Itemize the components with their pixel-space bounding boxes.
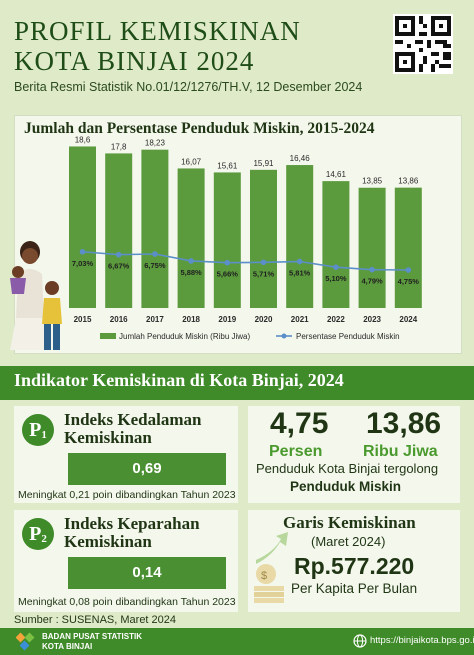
bar-label-2019: 15,61 (217, 161, 238, 170)
tick-label-2018: 2018 (182, 315, 200, 324)
percent-label-2015: 7,03% (72, 259, 94, 268)
website-link[interactable]: https://binjaikota.bps.go.id (370, 635, 474, 646)
tick-label-2017: 2017 (146, 315, 164, 324)
percent-point-2024 (405, 267, 412, 273)
stats-desc-line-2: Penduduk Miskin (290, 479, 402, 494)
legend-line-marker (281, 333, 287, 339)
tick-label-2016: 2016 (110, 315, 128, 324)
bar-2019 (213, 172, 241, 308)
org-name-line-2: KOTA BINJAI (42, 642, 93, 651)
bar-2017 (141, 149, 169, 308)
qr-code-icon[interactable] (393, 14, 453, 74)
percent-point-2022 (333, 264, 339, 271)
percent-label-2019: 5,66% (217, 270, 239, 279)
count-label: Ribu Jiwa (363, 443, 438, 460)
p2-note: Meningkat 0,08 poin dibandingkan Tahun 2… (18, 596, 236, 608)
bar-2022 (322, 181, 350, 308)
percent-point-2021 (296, 258, 303, 265)
percent-label-2022: 5,10% (325, 274, 347, 283)
percent-point-2017 (152, 251, 158, 257)
tick-label-2015: 2015 (74, 315, 92, 324)
source-text: Sumber : SUSENAS, Maret 2024 (14, 614, 177, 626)
bar-2018 (177, 168, 205, 308)
p2-value: 0,14 (68, 557, 226, 589)
tick-label-2022: 2022 (327, 315, 345, 324)
p1-value: 0,69 (68, 453, 226, 485)
bar-label-2021: 16,46 (290, 154, 311, 163)
percent-label-2024: 4,75% (398, 277, 420, 286)
svg-text:$: $ (261, 570, 267, 582)
count-value: 13,86 (366, 407, 442, 440)
p1-badge: P1 (22, 414, 54, 446)
bar-2015 (69, 146, 96, 308)
legend-bar-label: Jumlah Penduduk Miskin (Ribu Jiwa) (119, 332, 251, 341)
bar-2024 (394, 187, 422, 308)
release-subtitle: Berita Resmi Statistik No.01/12/1276/TH.… (14, 80, 363, 94)
bar-2021 (286, 165, 314, 308)
tick-label-2020: 2020 (255, 315, 273, 324)
bar-label-2016: 17,8 (111, 142, 127, 151)
percent-label-2016: 6,67% (108, 262, 130, 271)
footer-bar (0, 628, 474, 655)
p1-note: Meningkat 0,21 poin dibandingkan Tahun 2… (18, 489, 236, 501)
poverty-chart: 18,6 2015 17,8 2016 18,23 2017 16,07 2018 15,61 2… (69, 135, 422, 341)
percent-point-2019 (224, 259, 231, 266)
percent-label: Persen (269, 443, 323, 460)
bar-label-2022: 14,61 (326, 170, 347, 179)
bar-label-2015: 18,6 (75, 135, 91, 144)
bar-label-2017: 18,23 (145, 139, 166, 148)
percent-point-2018 (188, 258, 194, 264)
percent-point-2020 (260, 259, 267, 266)
stats-card (248, 406, 460, 503)
p1-badge-letter: P (29, 419, 42, 441)
percent-label-2021: 5,81% (289, 269, 311, 278)
title-line-2: KOTA BINJAI 2024 (14, 46, 255, 76)
percent-value: 4,75 (270, 407, 329, 440)
garis-title: Garis Kemiskinan (283, 513, 416, 532)
p2-badge-sub: 2 (41, 533, 47, 545)
p2-badge-letter: P (29, 523, 42, 545)
percent-label-2018: 5,88% (180, 268, 202, 277)
stats-desc-line-1: Penduduk Kota Binjai tergolong (256, 461, 439, 476)
tick-label-2023: 2023 (363, 315, 381, 324)
family-illustration (10, 241, 62, 350)
chart-title: Jumlah dan Persentase Penduduk Miskin, 2… (24, 120, 375, 137)
percent-line (82, 250, 409, 271)
p1-badge-sub: 1 (41, 429, 47, 441)
tick-label-2024: 2024 (399, 315, 417, 324)
bar-label-2018: 16,07 (181, 157, 202, 166)
percent-point-2023 (369, 266, 375, 273)
title-line-1: PROFIL KEMISKINAN (14, 16, 301, 46)
garis-period: (Maret 2024) (311, 534, 386, 549)
legend-line-label: Persentase Penduduk Miskin (296, 332, 400, 341)
money-growth-icon: $ (254, 532, 288, 603)
p2-title-line-2: Kemiskinan (64, 532, 152, 551)
percent-label-2023: 4,79% (361, 277, 383, 286)
legend-bar-swatch (100, 333, 116, 339)
percent-point-2015 (79, 248, 86, 255)
indicator-heading: Indikator Kemiskinan di Kota Binjai, 202… (14, 370, 344, 390)
globe-icon (353, 634, 367, 648)
p1-title-line-1: Indeks Kedalaman (64, 410, 202, 429)
tick-label-2019: 2019 (218, 315, 236, 324)
tick-label-2021: 2021 (291, 315, 309, 324)
org-name-line-1: BADAN PUSAT STATISTIK (42, 632, 142, 641)
bar-label-2020: 15,91 (253, 159, 274, 168)
percent-label-2017: 6,75% (144, 261, 166, 270)
bar-2023 (358, 187, 386, 308)
bar-label-2024: 13,86 (398, 177, 419, 186)
bar-2020 (250, 169, 277, 308)
bar-label-2023: 13,85 (362, 177, 383, 186)
percent-point-2016 (115, 251, 122, 258)
bar-2016 (105, 153, 133, 308)
percent-label-2020: 5,71% (253, 269, 275, 278)
bps-logo-icon (16, 632, 35, 651)
indicator-band (0, 366, 474, 400)
garis-unit: Per Kapita Per Bulan (291, 581, 418, 596)
p2-badge: P2 (22, 518, 54, 550)
garis-value: Rp.577.220 (294, 553, 415, 579)
p2-title-line-1: Indeks Keparahan (64, 514, 200, 533)
p1-title-line-2: Kemiskinan (64, 428, 152, 447)
